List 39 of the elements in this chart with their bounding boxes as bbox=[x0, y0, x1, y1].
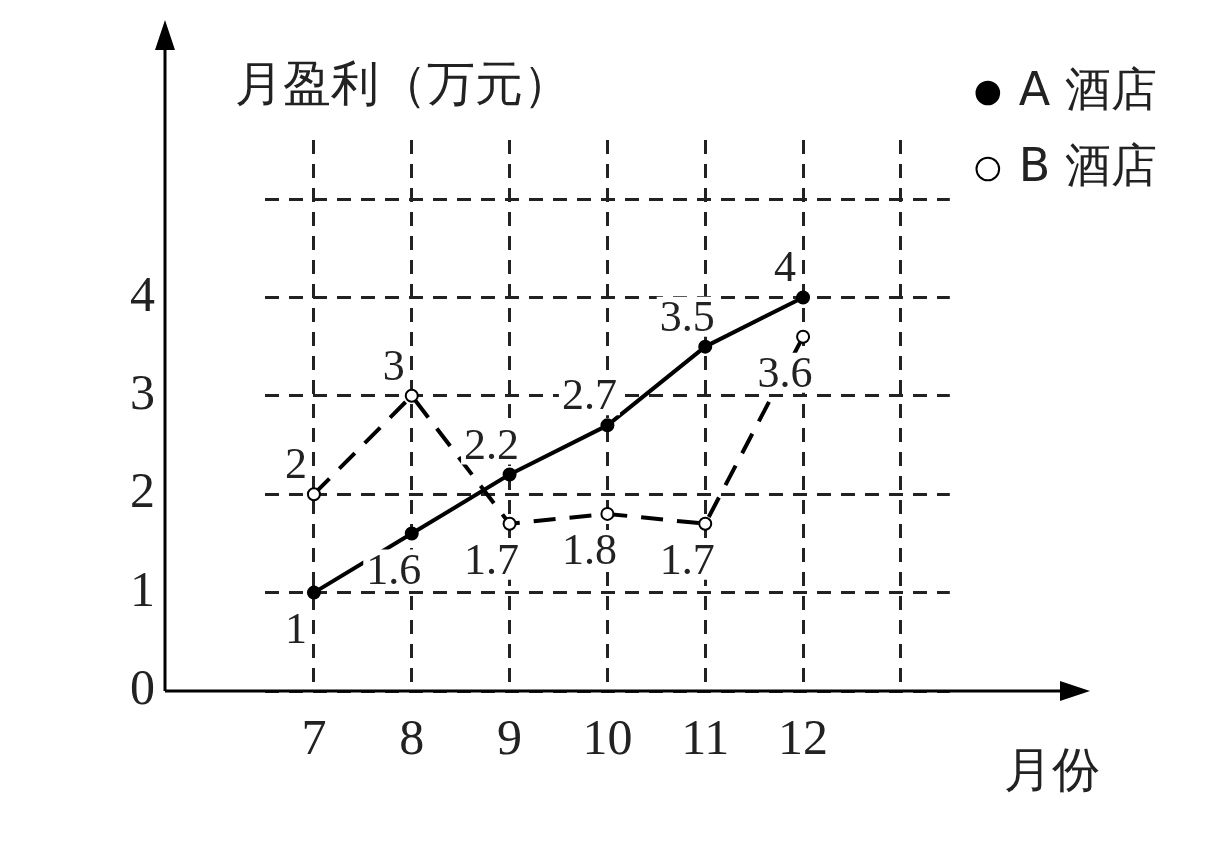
y-tick-label: 0 bbox=[130, 659, 155, 716]
x-tick-label: 8 bbox=[399, 709, 425, 766]
x-tick-label: 11 bbox=[681, 709, 730, 766]
data-label: 1.7 bbox=[464, 534, 520, 584]
point bbox=[306, 487, 321, 502]
point bbox=[600, 418, 615, 433]
data-label: 1.7 bbox=[659, 534, 715, 584]
point bbox=[698, 516, 713, 531]
x-tick-label: 7 bbox=[301, 709, 327, 766]
y-tick-label: 1 bbox=[130, 560, 155, 617]
data-label: 1.6 bbox=[366, 544, 422, 594]
data-label: 2.2 bbox=[464, 419, 520, 469]
point bbox=[306, 585, 321, 600]
legend-label: B 酒店 bbox=[1018, 137, 1158, 192]
y-tick-label: 2 bbox=[130, 462, 155, 519]
point bbox=[698, 339, 713, 354]
data-label: 2 bbox=[284, 439, 307, 489]
point bbox=[796, 290, 811, 305]
data-label: 3 bbox=[382, 340, 405, 390]
data-label: 1 bbox=[284, 603, 307, 653]
point bbox=[796, 329, 811, 344]
data-label: 3.5 bbox=[659, 291, 715, 341]
point bbox=[502, 467, 517, 482]
legend-label: A 酒店 bbox=[1018, 61, 1157, 116]
data-label: 1.8 bbox=[561, 524, 617, 574]
x-tick-label: 9 bbox=[497, 709, 523, 766]
y-tick-label: 4 bbox=[130, 265, 155, 322]
point bbox=[404, 526, 419, 541]
y-axis-title: 月盈利（万元） bbox=[235, 55, 571, 111]
data-label: 3.6 bbox=[757, 347, 813, 397]
x-axis-title: 月份 bbox=[1003, 741, 1100, 797]
data-label: 4 bbox=[774, 242, 797, 292]
x-tick-label: 10 bbox=[582, 709, 633, 766]
point bbox=[600, 506, 615, 521]
data-label: 2.7 bbox=[561, 370, 617, 420]
point bbox=[502, 516, 517, 531]
x-tick-label: 12 bbox=[778, 709, 829, 766]
point bbox=[404, 388, 419, 403]
y-tick-label: 3 bbox=[130, 363, 155, 420]
